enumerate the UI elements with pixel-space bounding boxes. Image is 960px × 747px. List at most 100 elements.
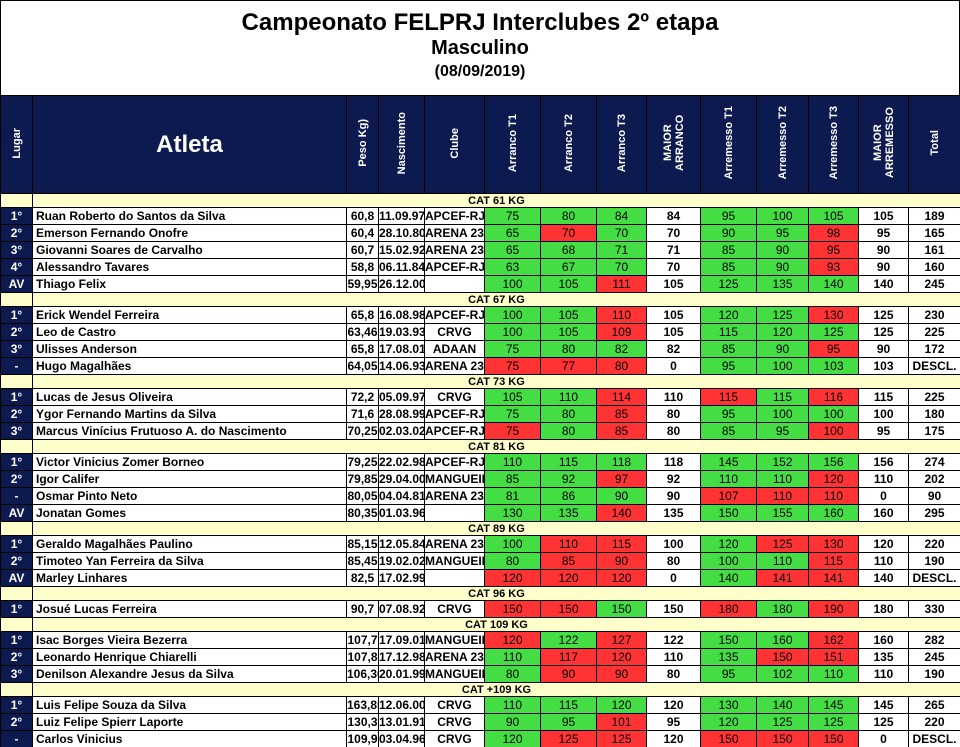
column-header: Peso Kg): [346, 95, 379, 194]
attempt: 80: [540, 340, 597, 358]
attempt: 95: [756, 422, 809, 440]
athlete-info: 80,35: [346, 504, 379, 522]
result: 245: [908, 648, 960, 666]
attempt: 125: [808, 323, 859, 341]
athlete-info: 64,05: [346, 357, 379, 375]
athlete-info: [424, 275, 485, 293]
athlete-info: MANGUEIRA: [424, 665, 485, 683]
athlete-row: 1° Lucas de Jesus Oliveira 72,2 05.09.97 CRV…: [0, 388, 960, 406]
athlete-name: Erick Wendel Ferreira: [32, 306, 347, 324]
place: 3°: [0, 241, 33, 259]
attempt: 85: [700, 340, 757, 358]
attempt: 70: [596, 224, 647, 242]
attempt: 190: [808, 600, 859, 618]
athlete-info: [424, 504, 485, 522]
attempt: 120: [484, 730, 541, 747]
athlete-info: 85,15: [346, 535, 379, 553]
attempt: 116: [808, 388, 859, 406]
attempt: 90: [700, 224, 757, 242]
place: 1°: [0, 453, 33, 471]
result: 245: [908, 275, 960, 293]
result: 140: [858, 569, 909, 587]
subtitle: Masculino: [431, 37, 529, 59]
athlete-row: 1°Luis Felipe Souza da Silva163,8512.06.…: [0, 696, 960, 714]
attempt: 141: [808, 569, 859, 587]
athlete-info: 130,3: [346, 713, 379, 731]
result: 100: [858, 405, 909, 423]
athlete-name: Isac Borges Vieira Bezerra: [32, 631, 347, 649]
category-label: CAT 73 KG: [32, 374, 960, 389]
result: 190: [908, 665, 960, 683]
result: 110: [858, 470, 909, 488]
column-header-text: Arranco T1: [506, 113, 519, 173]
result: 225: [908, 388, 960, 406]
column-header-text: Total: [928, 130, 941, 156]
result: 189: [908, 207, 960, 225]
athlete-info: 60,7: [346, 241, 379, 259]
column-header: Clube: [424, 95, 485, 194]
lugar-cell: [0, 292, 33, 307]
attempt: 150: [700, 504, 757, 522]
attempt: 86: [540, 487, 597, 505]
attempt: 125: [756, 535, 809, 553]
result: 135: [858, 648, 909, 666]
attempt: 150: [700, 730, 757, 747]
attempt: 100: [484, 306, 541, 324]
athlete-info: 79,85: [346, 470, 379, 488]
athlete-info: 59,95: [346, 275, 379, 293]
result: 172: [908, 340, 960, 358]
attempt: 95: [700, 357, 757, 375]
athlete-name: Leo de Castro: [32, 323, 347, 341]
attempt: 150: [540, 600, 597, 618]
attempt: 135: [756, 275, 809, 293]
athlete-info: 03.04.96: [378, 730, 425, 747]
attempt: 85: [596, 422, 647, 440]
attempt: 110: [700, 470, 757, 488]
column-header: Arranco T2: [540, 95, 597, 194]
athlete-name: Luiz Felipe Spierr Laporte: [32, 713, 347, 731]
attempt: 100: [808, 405, 859, 423]
attempt: 105: [540, 306, 597, 324]
place: AV: [0, 504, 33, 522]
result: 110: [858, 552, 909, 570]
title: Campeonato FELPRJ Interclubes 2º etapa: [241, 9, 719, 36]
athlete-info: 65,8: [346, 306, 379, 324]
attempt: 95: [700, 405, 757, 423]
attempt: 70: [596, 258, 647, 276]
attempt: 71: [596, 241, 647, 259]
athlete-row: 2° Ygor Fernando Martins da Silva 71,6 28.0…: [0, 405, 960, 423]
result: 80: [646, 665, 701, 683]
athlete-name: Osmar Pinto Neto: [32, 487, 347, 505]
athlete-info: 163,85: [346, 696, 379, 714]
place: 2°: [0, 713, 33, 731]
category-row: CAT 96 KG: [0, 586, 960, 601]
attempt: 95: [540, 713, 597, 731]
attempt: 100: [808, 422, 859, 440]
attempt: 90: [596, 487, 647, 505]
attempt: 80: [596, 357, 647, 375]
attempt: 65: [484, 241, 541, 259]
attempt: 145: [808, 696, 859, 714]
athlete-info: 19.02.02: [378, 552, 425, 570]
result: 220: [908, 713, 960, 731]
attempt: 151: [808, 648, 859, 666]
place: 2°: [0, 470, 33, 488]
attempt: 90: [540, 665, 597, 683]
athlete-info: 65,8: [346, 340, 379, 358]
athlete-name: Lucas de Jesus Oliveira: [32, 388, 347, 406]
attempt: 93: [808, 258, 859, 276]
result: 145: [858, 696, 909, 714]
result: 90: [646, 487, 701, 505]
column-header: MAIOR ARREMESSO: [858, 95, 909, 194]
result: 105: [858, 207, 909, 225]
result: 125: [858, 306, 909, 324]
attempt: 115: [700, 388, 757, 406]
attempt: 115: [596, 535, 647, 553]
result: 156: [858, 453, 909, 471]
attempt: 140: [700, 569, 757, 587]
athlete-row: AV Jonatan Gomes 80,35 01.03.96 130 135 140 135…: [0, 504, 960, 522]
attempt: 109: [596, 323, 647, 341]
result: 160: [858, 504, 909, 522]
attempt: 95: [808, 241, 859, 259]
